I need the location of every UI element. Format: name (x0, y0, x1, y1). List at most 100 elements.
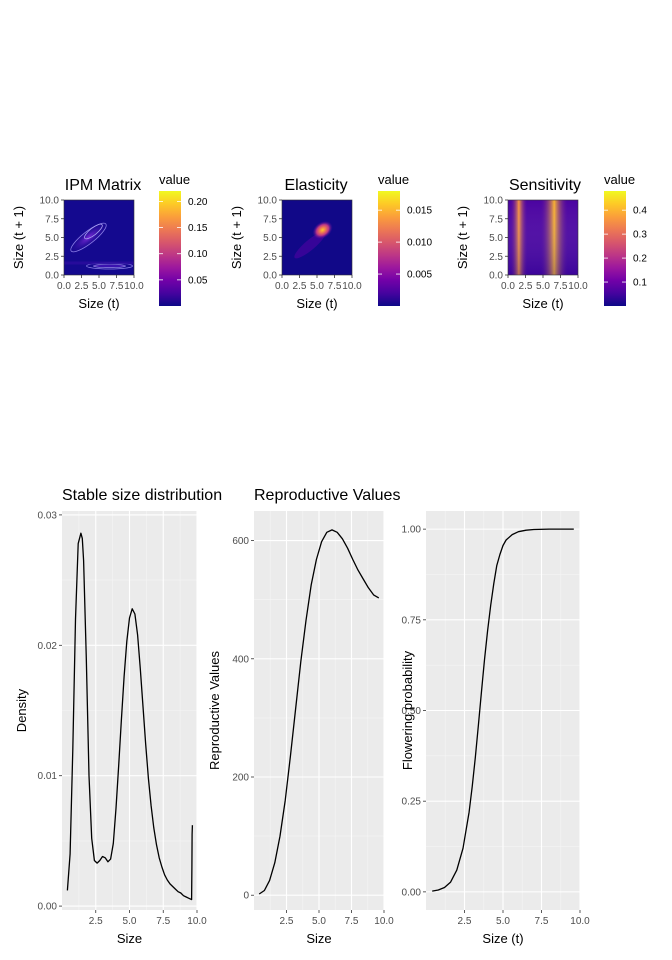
legend-colorbar (604, 191, 626, 306)
legend-title: value (159, 172, 190, 187)
legend-title: value (378, 172, 409, 187)
legend-tick-label: 0.10 (188, 249, 208, 260)
x-tick-label: 2.5 (293, 281, 307, 292)
y-tick-label: 2.5 (45, 252, 59, 263)
y-tick-label: 0.00 (38, 902, 58, 913)
heatmap-title: Sensitivity (509, 177, 581, 194)
line-panel-1: Stable size distribution 2.5 5.0 7.5 10.0 0.0… (14, 487, 222, 946)
x-tick-label: 5.0 (123, 916, 137, 927)
x-axis-label: Size (117, 931, 142, 946)
legend-tick-label: 0.4 (633, 206, 647, 217)
x-tick-label: 7.5 (554, 281, 568, 292)
series-line (258, 529, 380, 895)
y-tick-label: 0 (243, 891, 249, 902)
legend-colorbar (159, 191, 181, 306)
y-tick-label: 0.0 (45, 271, 59, 282)
x-tick-label: 2.5 (280, 916, 294, 927)
x-tick-label: 5.0 (92, 281, 106, 292)
x-axis-label: Size (306, 931, 331, 946)
x-tick-label: 10.0 (570, 916, 590, 927)
heatmap-surface (282, 200, 352, 275)
x-tick-label: 2.5 (519, 281, 533, 292)
heatmap-recruit-row (64, 261, 134, 265)
legend-colorbar (378, 191, 400, 306)
y-tick-label: 2.5 (263, 252, 277, 263)
heatmap-contour (84, 223, 103, 240)
x-tick-label: 2.5 (75, 281, 89, 292)
x-tick-label: 5.0 (312, 916, 326, 927)
y-axis-label: Size (t + 1) (455, 206, 470, 269)
x-tick-label: 2.5 (89, 916, 103, 927)
chart-title: Stable size distribution (62, 487, 222, 504)
y-tick-label: 7.5 (263, 214, 277, 225)
line-panel-3: 2.5 5.0 7.5 10.0 0.00 0.25 0.50 0.75 1.00 Size (t… (400, 511, 590, 946)
x-tick-label: 2.5 (458, 916, 472, 927)
legend-tick-label: 0.010 (407, 238, 432, 249)
heatmap-title: Elasticity (284, 177, 347, 194)
legend-tick-label: 0.2 (633, 254, 647, 265)
x-tick-label: 5.0 (496, 916, 510, 927)
y-tick-label: 5.0 (45, 233, 59, 244)
x-axis-label: Size (t) (522, 296, 563, 311)
chart-title: Reproductive Values (254, 487, 400, 504)
legend-tick-label: 0.3 (633, 230, 647, 241)
x-axis-label: Size (t) (482, 931, 523, 946)
y-tick-label: 5.0 (489, 233, 503, 244)
x-tick-label: 7.5 (328, 281, 342, 292)
y-tick-label: 0.0 (263, 271, 277, 282)
heatmap-contour (70, 222, 107, 253)
x-tick-label: 10.0 (124, 281, 144, 292)
y-tick-label: 10.0 (258, 196, 278, 207)
y-axis-label: Size (t + 1) (11, 206, 26, 269)
y-axis-label: Density (14, 688, 29, 732)
x-tick-label: 0.0 (57, 281, 71, 292)
y-tick-label: 0.03 (38, 510, 58, 521)
y-tick-label: 0.02 (38, 641, 58, 652)
line-panel-2: Reproductive Values 2.5 5.0 7.5 10.0 0 200 400 6… (207, 487, 400, 946)
x-tick-label: 0.0 (275, 281, 289, 292)
y-tick-label: 7.5 (489, 214, 503, 225)
x-tick-label: 10.0 (342, 281, 362, 292)
y-tick-label: 0.00 (402, 887, 422, 898)
heatmap-hotspot (312, 220, 333, 240)
y-tick-label: 2.5 (489, 252, 503, 263)
x-tick-label: 0.0 (501, 281, 515, 292)
heatmap-title: IPM Matrix (65, 177, 141, 194)
heatmap-surface (64, 200, 134, 275)
heatmap-recruit-band (93, 264, 126, 268)
series-line (66, 532, 194, 901)
y-tick-label: 10.0 (40, 196, 60, 207)
y-tick-label: 1.00 (402, 525, 422, 536)
x-tick-label: 5.0 (536, 281, 550, 292)
x-axis-label: Size (t) (78, 296, 119, 311)
legend-tick-label: 0.20 (188, 197, 208, 208)
y-tick-label: 200 (232, 773, 249, 784)
x-tick-label: 10.0 (374, 916, 394, 927)
legend-tick-label: 0.1 (633, 278, 647, 289)
y-tick-label: 0.50 (402, 706, 422, 717)
x-axis-label: Size (t) (296, 296, 337, 311)
y-tick-label: 600 (232, 536, 249, 547)
x-tick-label: 7.5 (156, 916, 170, 927)
legend-tick-label: 0.015 (407, 206, 432, 217)
x-tick-label: 7.5 (535, 916, 549, 927)
legend-title: value (604, 172, 635, 187)
y-axis-label: Flowering probability (400, 650, 415, 770)
x-tick-label: 10.0 (187, 916, 207, 927)
y-tick-label: 0.01 (38, 771, 58, 782)
y-tick-label: 0.75 (402, 615, 422, 626)
x-tick-label: 10.0 (568, 281, 588, 292)
y-tick-label: 0.0 (489, 271, 503, 282)
heatmap-surface (508, 200, 578, 275)
y-axis-label: Size (t + 1) (229, 206, 244, 269)
legend-tick-label: 0.005 (407, 270, 432, 281)
y-tick-label: 10.0 (484, 196, 504, 207)
series-line (432, 528, 574, 892)
y-tick-label: 7.5 (45, 214, 59, 225)
y-axis-label: Reproductive Values (207, 651, 222, 770)
y-tick-label: 5.0 (263, 233, 277, 244)
